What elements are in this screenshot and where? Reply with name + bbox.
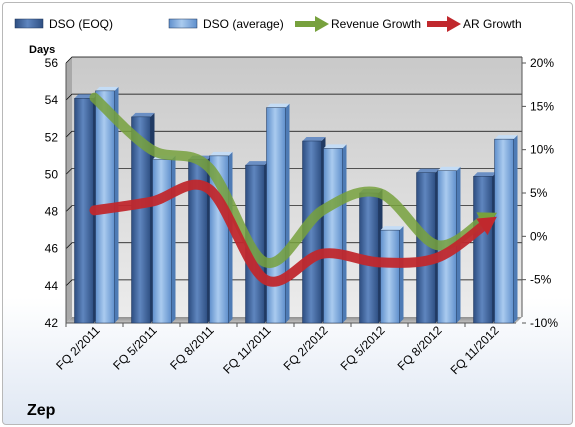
bar-side	[171, 155, 176, 323]
x-tick-label: FQ 11/2012	[448, 323, 502, 377]
y-tick-label: 54	[45, 93, 59, 107]
legend-swatch	[168, 18, 198, 29]
bar-side	[228, 151, 233, 323]
y2-tick-label: -10%	[530, 316, 558, 330]
y-tick-label: 52	[45, 130, 59, 144]
gridline	[65, 130, 522, 138]
revenue-growth-line	[89, 92, 488, 268]
bar-top	[302, 137, 326, 141]
plot-floor	[66, 317, 522, 323]
bar-side	[285, 103, 290, 323]
bar-top	[473, 172, 497, 177]
y-tick-label: 46	[45, 242, 59, 256]
y-tick-label: 50	[45, 167, 59, 181]
bar-top	[266, 103, 290, 108]
bar-side	[342, 144, 347, 323]
bar-top	[380, 226, 404, 231]
y-axis-label: Days	[29, 44, 55, 56]
plot-area: 42 44 46 48 50 52 54 56 -10% -5% 0% 5% 10% 15% 20% FQ 2…	[45, 56, 559, 377]
bar-side	[399, 226, 404, 323]
legend-swatch	[14, 18, 44, 29]
legend-arrow-icon	[447, 16, 461, 32]
bar-dso-eoq	[473, 176, 493, 324]
y2-tick-label: -5%	[530, 273, 552, 287]
ar-growth-arrowhead	[476, 216, 497, 236]
bar-dso-average	[323, 148, 343, 324]
dso-chart: DSO (EOQ) DSO (average) Revenue Growth AR G…	[14, 16, 559, 419]
gridline	[65, 56, 522, 64]
bar-dso-average	[494, 138, 514, 324]
x-tick-label: FQ 8/2012	[395, 323, 445, 373]
plot-side-wall	[66, 57, 72, 323]
bar-side	[513, 135, 518, 323]
bar-dso-eoq	[131, 116, 151, 324]
y2-tick-label: 15%	[530, 99, 554, 113]
bar-top	[209, 151, 233, 156]
bar-top	[416, 168, 440, 173]
bar-top	[437, 166, 461, 171]
y2-tick-label: 20%	[530, 56, 554, 70]
legend-arrow-icon	[315, 16, 329, 32]
y-tick-label: 44	[45, 279, 59, 293]
x-tick-label: FQ 11/2011	[220, 323, 274, 377]
ar-growth-line	[89, 179, 489, 287]
legend-label: DSO (average)	[203, 17, 284, 31]
legend-label: DSO (EOQ)	[49, 17, 113, 31]
y2-tick-label: 0%	[530, 229, 548, 243]
x-tick-label: FQ 5/2011	[110, 323, 160, 373]
y2-tick-label: 5%	[530, 186, 548, 200]
gridline	[65, 168, 522, 175]
y2-tick-label: 10%	[530, 143, 554, 157]
bar-top	[245, 161, 269, 166]
y-tick-label: 42	[45, 316, 59, 330]
x-tick-label: FQ 5/2012	[338, 323, 388, 373]
bar-dso-average	[380, 229, 400, 324]
bar-top	[131, 112, 155, 117]
x-tick-label: FQ 8/2011	[167, 323, 217, 373]
bar-dso-average	[266, 107, 286, 324]
x-tick-label: FQ 2/2012	[281, 323, 331, 373]
gridline	[65, 93, 522, 101]
bar-top	[494, 135, 518, 140]
legend: DSO (EOQ) DSO (average) Revenue Growth AR G…	[14, 16, 522, 32]
legend-label: Revenue Growth	[331, 17, 421, 31]
x-tick-label: FQ 2/2011	[53, 323, 103, 373]
bar-top	[323, 144, 347, 149]
bar-top	[95, 86, 119, 91]
bar-dso-average	[152, 159, 172, 324]
legend-label: AR Growth	[463, 17, 522, 31]
y-tick-label: 48	[45, 205, 59, 219]
y-tick-label: 56	[45, 56, 59, 70]
company-label: Zep	[27, 402, 56, 419]
